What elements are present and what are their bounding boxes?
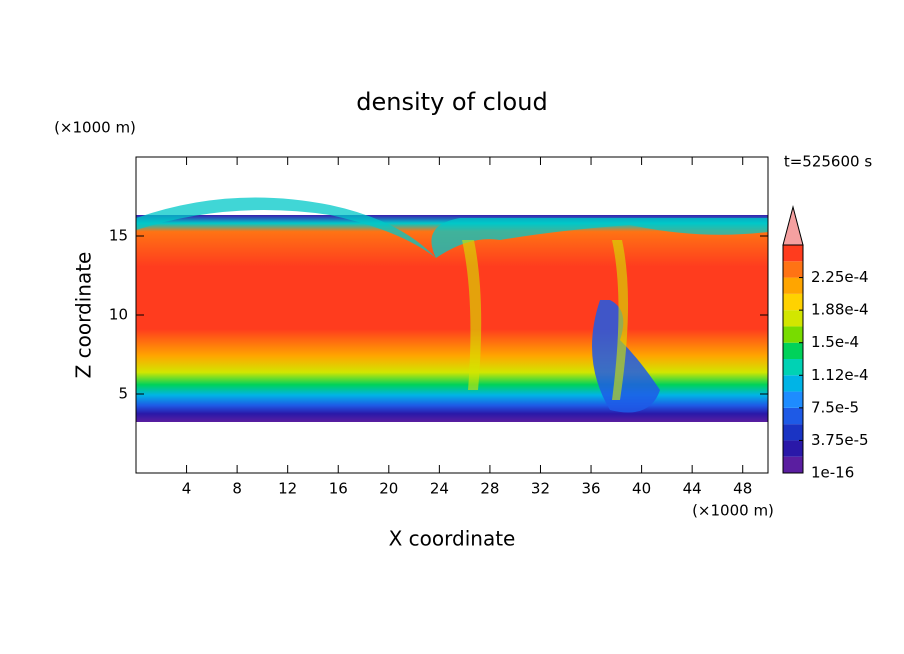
colorbar-extend [782,205,804,246]
x-tick-label: 44 [683,480,702,498]
x-tick-label: 8 [232,480,242,498]
colorbar-swatch [783,424,803,441]
colorbar-swatch [783,326,803,343]
colorbar-swatch [783,440,803,457]
x-tick-label: 28 [480,480,499,498]
colorbar-swatch [783,342,803,359]
contour-field [136,197,768,422]
colorbar-swatch [783,310,803,327]
x-tick-label: 12 [278,480,297,498]
x-tick-label: 24 [430,480,449,498]
colorbar-swatch [783,456,803,473]
y-tick-label: 10 [109,306,128,324]
time-label: t=525600 s [784,153,872,171]
colorbar-tick-label: 2.25e-4 [811,268,869,286]
colorbar-swatch [783,407,803,425]
colorbar-tick-label: 1e-16 [811,464,854,482]
colorbar-swatch [783,261,803,278]
colorbar-swatch [783,375,803,392]
y-tick-label: 5 [118,385,128,403]
x-tick-label: 4 [182,480,192,498]
y-unit: (×1000 m) [54,119,136,137]
colorbar-swatch [783,293,803,311]
x-tick-label: 32 [531,480,550,498]
x-tick-label: 20 [379,480,398,498]
chart-title: density of cloud [356,88,547,116]
x-axis-label: X coordinate [389,527,516,551]
colorbar-frame [782,244,804,474]
colorbar-swatch [783,359,803,376]
x-tick-label: 36 [581,480,600,498]
colorbar-swatch [783,245,803,262]
colorbar-tick-label: 1.5e-4 [811,333,859,351]
y-axis-label: Z coordinate [72,252,96,379]
x-tick-label: 48 [733,480,752,498]
colorbar-swatch [783,277,803,294]
x-unit: (×1000 m) [692,502,774,520]
colorbar-tick-label: 7.5e-5 [811,398,859,416]
x-tick-label: 16 [329,480,348,498]
colorbar-swatch [783,391,803,408]
y-tick-label: 15 [109,227,128,245]
x-tick-label: 40 [632,480,651,498]
colorbar-tick-label: 1.88e-4 [811,301,869,319]
colorbar-tick-label: 1.12e-4 [811,366,869,384]
colorbar-tick-label: 3.75e-5 [811,431,869,449]
